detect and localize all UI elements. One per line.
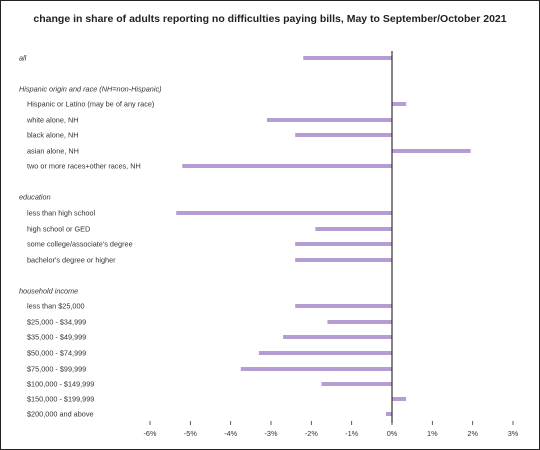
bar-25-000-34-999 (327, 320, 392, 324)
x-tick-label-1: -5% (184, 429, 197, 438)
category-label-less-than-25-000: less than $25,000 (27, 302, 85, 311)
category-label-less-than-high-school: less than high school (27, 209, 96, 218)
category-label-75-000-99-999: $75,000 - $99,999 (27, 365, 86, 374)
category-label-35-000-49-999: $35,000 - $49,999 (27, 333, 86, 342)
x-tick-label-4: -2% (305, 429, 318, 438)
x-tick-label-6: 0% (387, 429, 398, 438)
x-tick-label-7: 1% (427, 429, 438, 438)
bar-35-000-49-999 (283, 335, 392, 339)
category-label-200-000-and-above: $200,000 and above (27, 410, 94, 419)
x-tick-label-2: -4% (224, 429, 237, 438)
category-label-150-000-199-999: $150,000 - $199,999 (27, 395, 94, 404)
group-label-all: all (19, 54, 27, 63)
bar-less-than-25-000 (295, 304, 392, 308)
x-tick-label-5: -1% (345, 429, 358, 438)
group-label-hispanic-origin-and-race-nh-non-hispanic: Hispanic origin and race (NH=non-Hispani… (19, 85, 162, 94)
bar-white-alone-nh (266, 118, 392, 122)
x-tick-label-3: -3% (265, 429, 278, 438)
x-tick-label-8: 2% (467, 429, 478, 438)
bar-asian-alone-nh (392, 149, 471, 153)
category-label-black-alone-nh: black alone, NH (27, 131, 79, 140)
category-label-25-000-34-999: $25,000 - $34,999 (27, 318, 86, 327)
bar-150-000-199-999 (392, 397, 407, 401)
category-label-high-school-or-ged: high school or GED (27, 225, 90, 234)
bar-75-000-99-999 (240, 367, 392, 371)
bar-200-000-and-above (385, 412, 392, 416)
x-tick-label-0: -6% (144, 429, 157, 438)
bar-bachelor-s-degree-or-higher (295, 258, 392, 262)
category-label-100-000-149-999: $100,000 - $149,999 (27, 380, 94, 389)
bar-all (303, 56, 392, 60)
category-label-bachelor-s-degree-or-higher: bachelor's degree or higher (27, 256, 116, 265)
chart-title: change in share of adults reporting no d… (33, 13, 507, 25)
group-label-education: education (19, 193, 51, 202)
category-label-hispanic-or-latino-may-be-of-any-race: Hispanic or Latino (may be of any race) (27, 100, 154, 109)
category-label-white-alone-nh: white alone, NH (26, 116, 79, 125)
category-label-asian-alone-nh: asian alone, NH (27, 147, 79, 156)
bar-50-000-74-999 (258, 351, 392, 355)
bar-some-college-associate-s-degree (295, 242, 392, 246)
bar-two-or-more-races-other-races-nh (182, 164, 392, 168)
category-label-some-college-associate-s-degree: some college/associate's degree (27, 240, 133, 249)
category-label-two-or-more-races-other-races-nh: two or more races+other races, NH (27, 162, 141, 171)
bar-less-than-high-school (176, 211, 392, 215)
x-tick-label-9: 3% (508, 429, 519, 438)
bar-black-alone-nh (295, 133, 392, 137)
category-label-50-000-74-999: $50,000 - $74,999 (27, 349, 86, 358)
bar-high-school-or-ged (315, 227, 392, 231)
bar-100-000-149-999 (321, 382, 392, 386)
bar-hispanic-or-latino-may-be-of-any-race (392, 102, 407, 106)
group-label-household-income: household income (19, 287, 78, 296)
